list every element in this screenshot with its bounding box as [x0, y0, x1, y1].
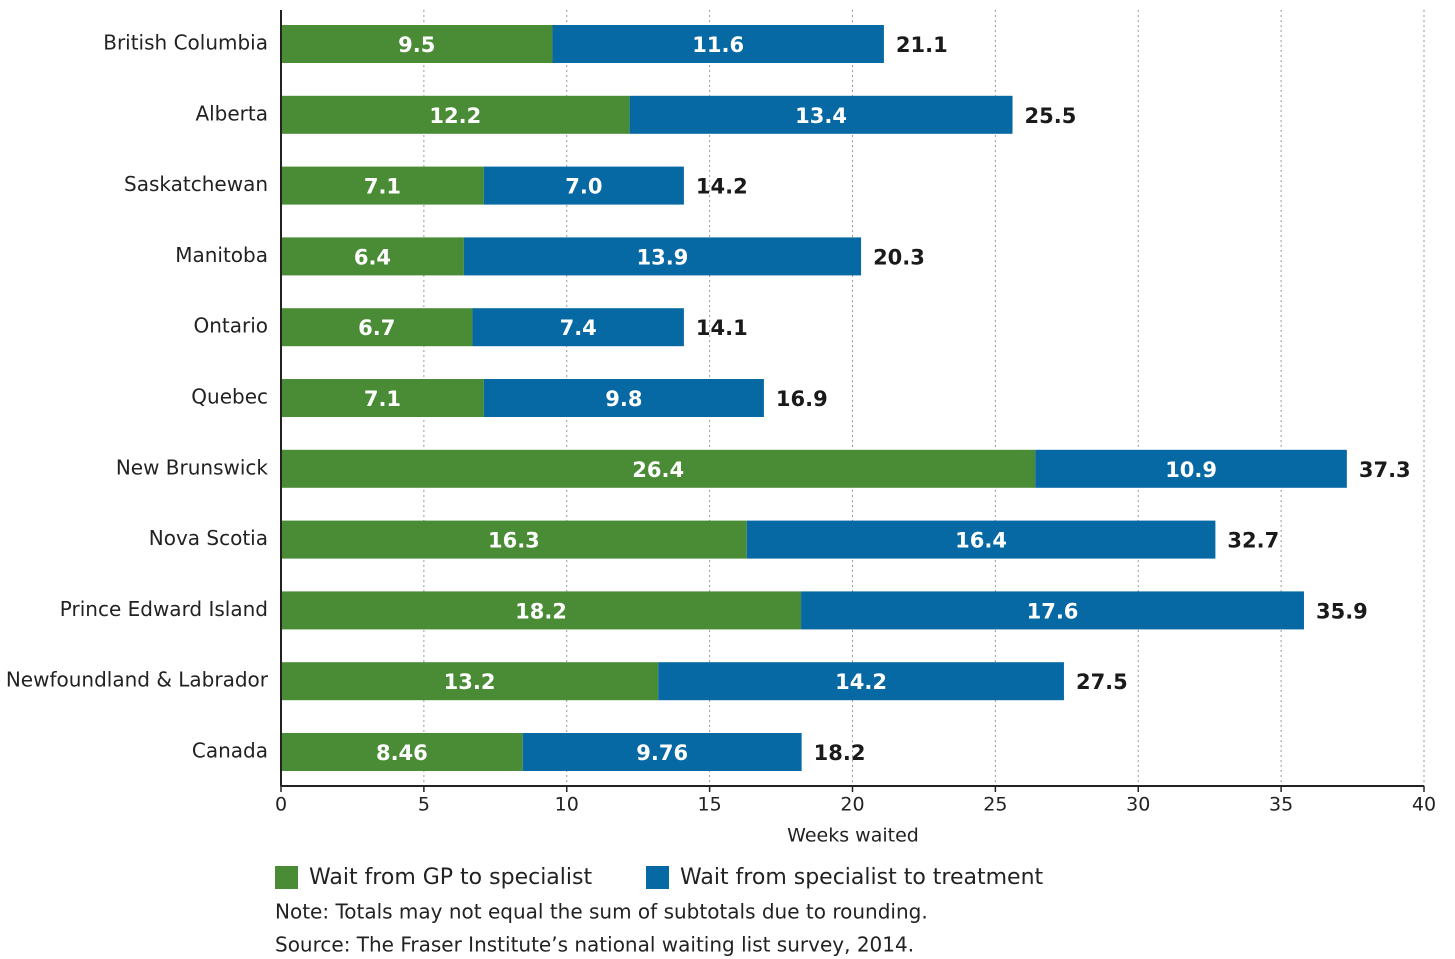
value-label: 11.6	[692, 33, 744, 57]
legend-label: Wait from specialist to treatment	[680, 865, 1044, 890]
total-label: 27.5	[1076, 670, 1128, 694]
total-label: 14.1	[696, 316, 748, 340]
total-label: 35.9	[1316, 599, 1368, 623]
value-label: 13.4	[795, 104, 847, 128]
category-label: Ontario	[193, 314, 268, 338]
bar-segment	[746, 520, 1216, 559]
category-label: Newfoundland & Labrador	[6, 668, 269, 692]
bar-segment	[483, 166, 684, 205]
x-tick-label: 10	[555, 794, 579, 816]
bar-segment	[281, 95, 630, 134]
value-label: 9.5	[398, 33, 435, 57]
category-label: British Columbia	[103, 31, 268, 55]
bar-segment	[281, 733, 523, 771]
value-label: 13.9	[637, 245, 689, 269]
category-label: Saskatchewan	[124, 172, 268, 196]
bar-segment	[522, 733, 802, 771]
bar-segment	[463, 237, 862, 276]
total-label: 25.5	[1025, 104, 1077, 128]
bar-segment	[658, 662, 1064, 701]
legend-swatch	[275, 866, 298, 889]
category-label: Quebec	[191, 385, 268, 409]
category-label: Prince Edward Island	[60, 597, 268, 621]
total-label: 14.2	[696, 175, 748, 199]
bar-segment	[281, 308, 473, 347]
value-label: 13.2	[444, 670, 496, 694]
total-label: 18.2	[814, 741, 866, 765]
source: Source: The Fraser Institute’s national …	[275, 933, 914, 957]
bar-segment	[629, 95, 1013, 134]
total-label: 21.1	[896, 33, 948, 57]
value-label: 10.9	[1165, 458, 1217, 482]
value-label: 7.0	[565, 175, 602, 199]
total-label: 32.7	[1227, 529, 1279, 553]
bar-segment	[472, 308, 684, 347]
x-tick-label: 35	[1269, 794, 1293, 816]
bar-segment	[281, 662, 659, 701]
value-label: 7.1	[364, 387, 401, 411]
legend-label: Wait from GP to specialist	[309, 865, 592, 890]
value-label: 12.2	[429, 104, 481, 128]
value-label: 8.46	[376, 741, 428, 765]
bar-segment	[281, 520, 747, 559]
note: Note: Totals may not equal the sum of su…	[275, 900, 928, 924]
value-label: 16.4	[955, 529, 1007, 553]
bar-segment	[281, 237, 464, 276]
category-label: Canada	[192, 739, 268, 763]
value-label: 9.8	[605, 387, 642, 411]
bar-segment	[552, 25, 884, 63]
category-label: New Brunswick	[116, 455, 269, 479]
value-label: 7.1	[364, 175, 401, 199]
value-label: 7.4	[560, 316, 597, 340]
value-label: 14.2	[835, 670, 887, 694]
value-label: 9.76	[636, 741, 688, 765]
x-tick-label: 5	[418, 794, 430, 816]
bar-segment	[483, 379, 764, 417]
x-tick-label: 0	[275, 794, 287, 816]
value-label: 6.7	[358, 316, 395, 340]
value-label: 18.2	[515, 599, 567, 623]
x-tick-label: 15	[698, 794, 722, 816]
bar-segment	[1035, 449, 1347, 488]
legend-swatch	[646, 866, 669, 889]
x-axis-label: Weeks waited	[787, 825, 919, 847]
x-tick-label: 20	[840, 794, 864, 816]
x-tick-label: 30	[1126, 794, 1150, 816]
bar-segment	[281, 25, 553, 63]
value-label: 17.6	[1027, 599, 1079, 623]
bar-segment	[801, 591, 1304, 630]
total-label: 20.3	[873, 245, 925, 269]
x-tick-label: 25	[983, 794, 1007, 816]
value-label: 6.4	[354, 245, 391, 269]
category-label: Nova Scotia	[149, 526, 268, 550]
category-label: Manitoba	[175, 243, 268, 267]
value-label: 16.3	[488, 529, 540, 553]
bar-segment	[281, 449, 1036, 488]
bar-segment	[281, 379, 484, 417]
x-tick-label: 40	[1412, 794, 1436, 816]
total-label: 16.9	[776, 387, 828, 411]
value-label: 26.4	[632, 458, 684, 482]
total-label: 37.3	[1359, 458, 1411, 482]
bar-segment	[281, 591, 802, 630]
bar-segment	[281, 166, 484, 205]
category-label: Alberta	[195, 101, 268, 125]
